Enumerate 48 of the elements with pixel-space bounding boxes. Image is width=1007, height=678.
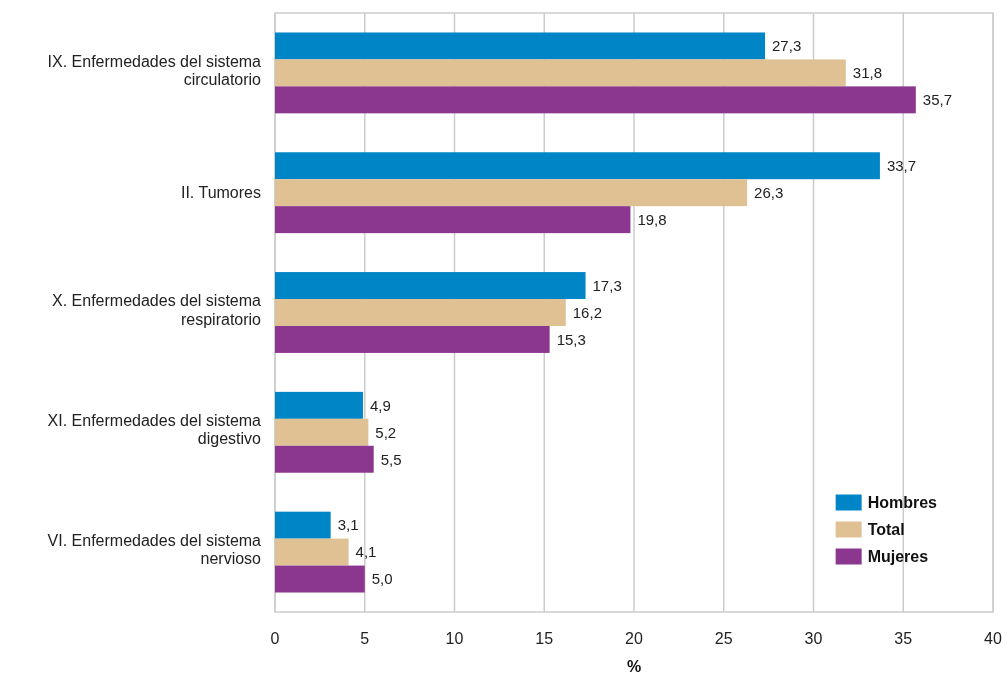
data-label: 4,9 bbox=[369, 396, 391, 414]
data-label: 3,1 bbox=[337, 516, 359, 534]
x-tick-label: 5 bbox=[360, 630, 370, 647]
bar bbox=[275, 299, 566, 326]
data-label: 5,0 bbox=[371, 570, 393, 588]
bar bbox=[275, 86, 916, 114]
y-tick-label: X. Enfermedades del sistema respiratorio bbox=[52, 292, 262, 328]
data-label: 35,7 bbox=[922, 91, 953, 109]
data-label: 5,5 bbox=[380, 450, 402, 468]
x-tick-label: 30 bbox=[804, 630, 823, 647]
data-label: 16,2 bbox=[572, 303, 602, 321]
data-label: 33,7 bbox=[886, 156, 917, 174]
bar bbox=[275, 179, 748, 207]
data-label: 27,3 bbox=[772, 37, 802, 55]
y-tick-label: XI. Enfermedades del sistema digestivo bbox=[47, 411, 262, 448]
x-tick-label: 20 bbox=[625, 630, 643, 647]
data-label: 26,3 bbox=[754, 183, 784, 201]
data-label: 31,8 bbox=[852, 64, 883, 82]
x-axis-title: % bbox=[626, 658, 642, 675]
legend-label: Total bbox=[867, 521, 905, 539]
x-tick-label: 15 bbox=[535, 630, 554, 647]
bar bbox=[275, 206, 631, 234]
y-tick-label: IX. Enfermedades del sistema circulatorio bbox=[47, 52, 262, 88]
y-tick-label: II. Tumores bbox=[180, 184, 261, 202]
y-tick-label: VI. Enfermedades del sistema nervioso bbox=[47, 531, 262, 568]
bar bbox=[275, 538, 349, 566]
data-label: 5,2 bbox=[375, 423, 397, 441]
bar bbox=[275, 325, 550, 353]
bar bbox=[275, 59, 846, 87]
data-label: 19,8 bbox=[637, 210, 667, 228]
x-tick-label: 10 bbox=[445, 630, 464, 647]
legend-label: Hombres bbox=[867, 494, 938, 512]
bar bbox=[275, 32, 766, 60]
x-tick-label: 25 bbox=[714, 630, 733, 647]
bar bbox=[275, 445, 374, 473]
bar bbox=[275, 272, 586, 300]
x-tick-label: 0 bbox=[270, 630, 280, 647]
data-label: 4,1 bbox=[355, 543, 377, 561]
bar bbox=[275, 391, 363, 419]
x-tick-label: 40 bbox=[984, 630, 1002, 647]
bar bbox=[275, 152, 880, 180]
data-label: 15,3 bbox=[556, 330, 586, 348]
bar bbox=[275, 418, 369, 446]
data-label: 17,3 bbox=[592, 276, 622, 294]
bar bbox=[275, 565, 365, 593]
legend-label: Mujeres bbox=[867, 548, 929, 566]
bar bbox=[275, 511, 331, 539]
x-tick-label: 35 bbox=[894, 630, 913, 647]
